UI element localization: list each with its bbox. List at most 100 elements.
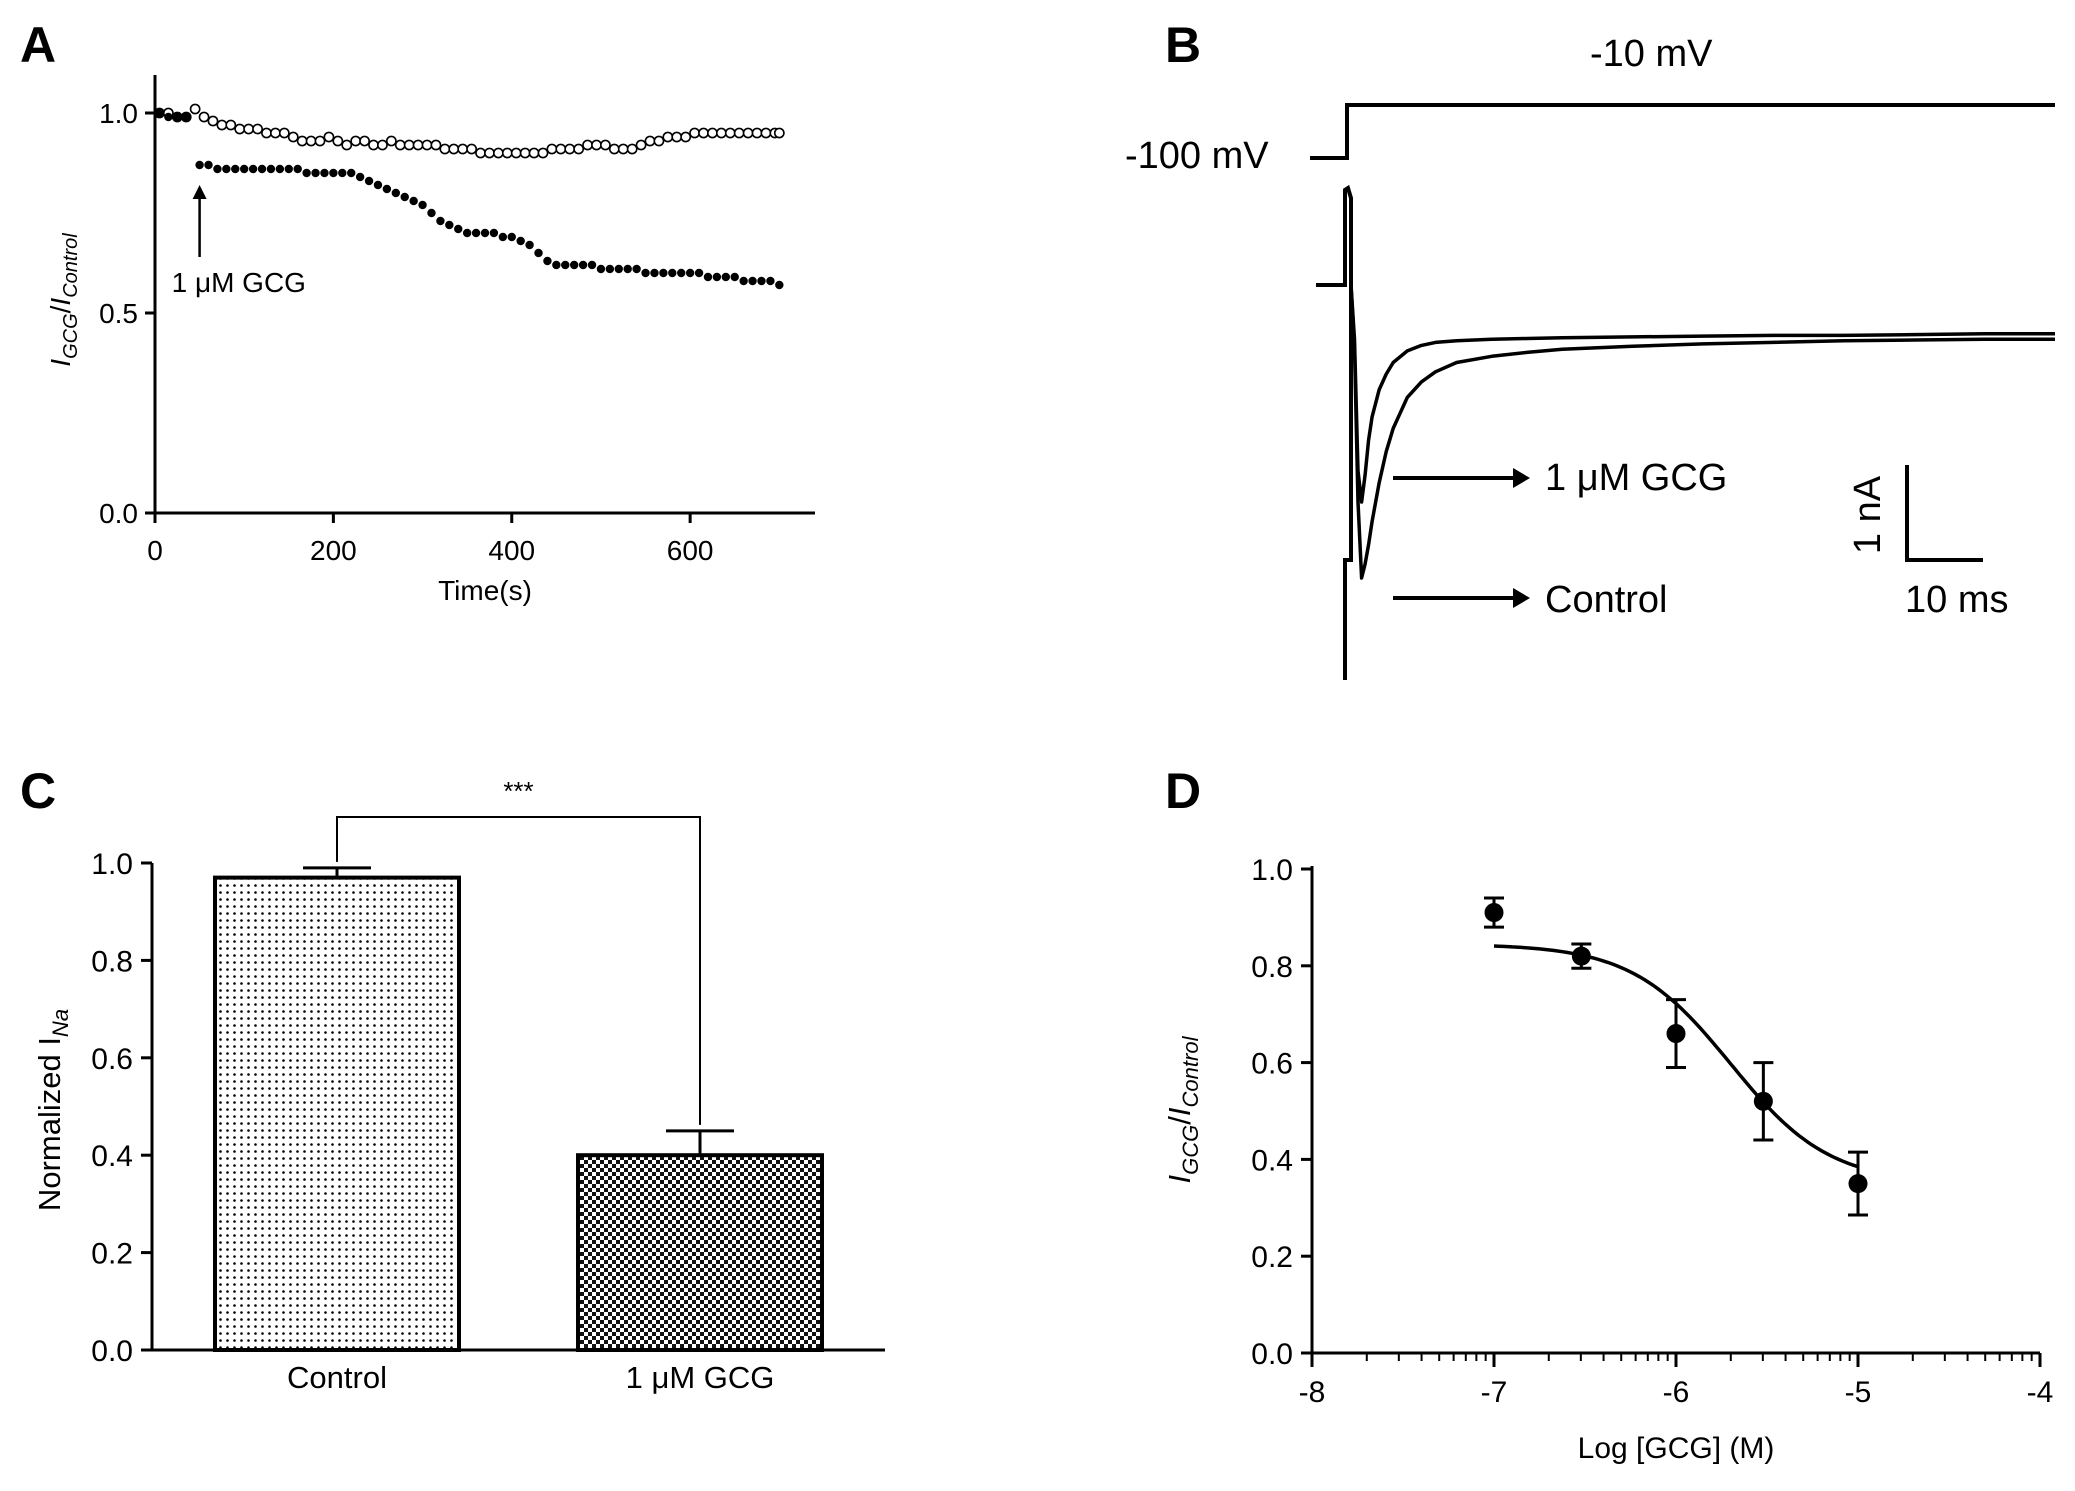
panel-a-point <box>689 127 700 139</box>
panel-a-point <box>403 139 415 151</box>
panel-d-ylabel: IGCG/IControl <box>1162 1035 1203 1183</box>
panel-b-scale-current: 1 nA <box>1847 475 1889 554</box>
panel-a-point <box>721 272 731 282</box>
panel-d-ytick-label: 0.2 <box>1251 1241 1293 1274</box>
panel-a-point <box>773 127 785 139</box>
panel-a-point <box>311 168 320 178</box>
panel-a-point <box>552 260 561 270</box>
panel-c-significance: *** <box>503 776 533 806</box>
panel-a-point <box>320 168 329 178</box>
panel-a-point <box>462 228 472 238</box>
panel-a-point <box>528 147 540 159</box>
panel-a-point <box>243 123 255 135</box>
panel-a-point <box>507 232 516 242</box>
panel-a-point <box>703 272 713 282</box>
panel-d-xtick-label: -7 <box>1481 1376 1508 1409</box>
panel-a-point <box>694 268 704 278</box>
panel-a-point <box>525 240 534 250</box>
panel-a-point <box>164 112 173 122</box>
panel-b-voltage-protocol <box>1310 103 2055 160</box>
panel-a-point <box>439 143 451 155</box>
panel-a-ticks: 0 200 400 600 0.0 0.5 1.0 <box>99 98 713 566</box>
panel-a-point <box>578 260 588 270</box>
panel-c-ytick-label: 0.8 <box>91 945 133 978</box>
panel-a-point <box>293 164 302 174</box>
panel-a-point <box>225 119 237 131</box>
panel-a-point <box>436 216 445 226</box>
panel-a-point <box>213 164 222 174</box>
panel-a-point <box>222 164 231 174</box>
panel-a-point <box>680 131 692 143</box>
panel-c-ytick-label: 0.2 <box>91 1238 133 1271</box>
panel-a-point <box>347 168 356 178</box>
panel-d-point <box>1571 946 1591 966</box>
panel-a-xlabel: Time(s) <box>438 575 532 606</box>
panel-d-ytick-label: 0.0 <box>1251 1338 1293 1371</box>
panel-a-point <box>587 260 597 270</box>
panel-a-point <box>519 147 531 159</box>
panel-a-point <box>510 147 522 159</box>
panel-a-series-filled <box>155 108 784 290</box>
panel-c-letter: C <box>20 763 56 819</box>
panel-a-point <box>591 139 602 151</box>
panel-a-point <box>596 264 606 274</box>
panel-a-xtick-label: 400 <box>488 535 535 566</box>
panel-c-ytick-label: 0.0 <box>91 1335 133 1368</box>
panel-b-trace-label-control: Control <box>1545 579 1668 621</box>
panel-a-point <box>448 143 460 155</box>
panel-d-xtick-label: -8 <box>1299 1376 1326 1409</box>
panel-b: B -100 mV -10 mV 1 μM GCG Control 1 nA 1… <box>1125 17 2055 680</box>
panel-c-ytick-label: 1.0 <box>91 848 133 881</box>
panel-a-point <box>155 108 164 118</box>
panel-a-point <box>323 131 335 143</box>
panel-a-point <box>457 143 469 155</box>
panel-a-point <box>248 164 258 174</box>
panel-d-points <box>1484 896 1868 1217</box>
panel-a-point <box>650 268 659 278</box>
panel-a-point <box>409 196 418 206</box>
panel-a-point <box>341 139 353 151</box>
panel-a-point <box>207 115 219 127</box>
panel-a-point <box>516 236 525 246</box>
panel-a-point <box>685 268 695 278</box>
panel-a-point <box>332 135 344 147</box>
panel-a-point <box>600 139 611 151</box>
panel-a-point <box>350 135 362 147</box>
panel-a-point <box>421 139 433 151</box>
panel-a-ytick-label: 0.5 <box>99 298 138 329</box>
panel-a-point <box>733 127 745 139</box>
panel-d-ytick-label: 0.6 <box>1251 1048 1293 1081</box>
panel-a-point <box>284 164 293 174</box>
panel-a-point <box>707 127 718 139</box>
panel-d-xtick-label: -5 <box>1845 1376 1872 1409</box>
panel-a-point <box>261 127 272 139</box>
panel-c-bars: Control 1 μM GCG <box>213 816 824 1395</box>
panel-a-point <box>270 127 281 139</box>
panel-c-significance-bracket <box>336 816 701 1125</box>
panel-b-scale-bar <box>1905 465 1983 562</box>
panel-a-point <box>668 268 677 278</box>
panel-b-hold-label: -100 mV <box>1125 135 1269 177</box>
panel-a-point <box>427 208 436 218</box>
panel-a-point <box>757 276 766 286</box>
panel-c-ticks: 0.0 0.2 0.4 0.6 0.8 1.0 <box>91 848 152 1368</box>
panel-a-annotation-label: 1 μM GCG <box>172 267 306 298</box>
panel-d-point <box>1484 903 1504 923</box>
panel-d-letter: D <box>1165 763 1201 819</box>
panel-a-point <box>182 112 191 122</box>
panel-a-point <box>775 280 784 290</box>
panel-d-ticks: 0.0 0.2 0.4 0.6 0.8 1.0 -8 -7 -6 -5 -4 <box>1251 854 2053 1409</box>
panel-a-point <box>364 176 374 186</box>
panel-c-ytick-label: 0.6 <box>91 1043 133 1076</box>
panel-a-point <box>359 135 370 147</box>
panel-a-point <box>698 127 709 139</box>
panel-a-point <box>614 264 623 274</box>
panel-a-ylabel: IGCG/IControl <box>45 233 82 367</box>
panel-a-point <box>626 143 638 155</box>
panel-a-point <box>569 260 579 270</box>
panel-a-point <box>760 127 772 139</box>
panel-b-traces <box>1349 284 2055 580</box>
panel-d-xlabel: Log [GCG] (M) <box>1578 1432 1775 1465</box>
